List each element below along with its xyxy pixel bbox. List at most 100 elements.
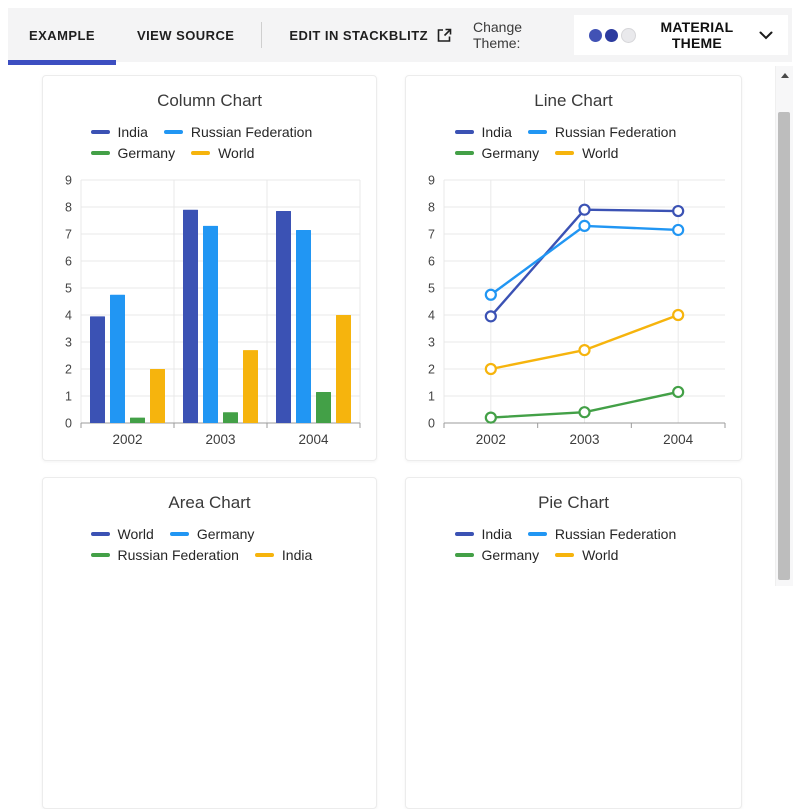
svg-text:7: 7 [65, 228, 72, 242]
svg-text:2002: 2002 [476, 432, 506, 447]
svg-text:7: 7 [428, 228, 435, 242]
legend-item-world[interactable]: World [555, 547, 618, 563]
tab-example[interactable]: EXAMPLE [8, 8, 116, 65]
svg-text:4: 4 [65, 309, 72, 323]
svg-text:3: 3 [65, 336, 72, 350]
legend-item-germany[interactable]: Germany [454, 145, 540, 161]
svg-text:8: 8 [428, 201, 435, 215]
demo-header: EXAMPLE VIEW SOURCE EDIT IN STACKBLITZ C… [8, 8, 792, 65]
legend-item-world[interactable]: World [191, 145, 254, 161]
legend-marker-icon [454, 532, 474, 536]
legend-marker-icon [527, 130, 547, 134]
change-theme-label: Change Theme: [472, 19, 523, 51]
legend-marker-icon [555, 151, 575, 155]
chart-title: Area Chart [168, 493, 251, 512]
tab-stackblitz-label: EDIT IN STACKBLITZ [289, 27, 428, 43]
svg-text:5: 5 [428, 282, 435, 296]
legend-label: World [117, 526, 154, 542]
legend-marker-icon [555, 553, 575, 557]
svg-text:9: 9 [428, 174, 435, 188]
chart-card-area-chart: Area Chart World Germany Russian Federation… [42, 477, 377, 809]
svg-text:5: 5 [65, 282, 72, 296]
svg-text:2: 2 [65, 363, 72, 377]
legend-marker-icon [90, 151, 110, 155]
triangle-up-icon [780, 72, 789, 78]
legend-item-russian-federation[interactable]: Russian Federation [163, 124, 312, 140]
legend-marker-icon [527, 532, 547, 536]
tab-view-source[interactable]: VIEW SOURCE [116, 8, 255, 62]
legend-label: India [117, 124, 148, 140]
tab-bar: EXAMPLE VIEW SOURCE EDIT IN STACKBLITZ [8, 8, 473, 65]
legend-label: Russian Federation [554, 526, 677, 542]
legend-item-russian-federation[interactable]: Russian Federation [90, 547, 239, 563]
chart-legend: India Russian Federation Germany World [454, 526, 693, 563]
theme-dropdown[interactable]: MATERIAL THEME [573, 15, 788, 55]
scroll-up-button[interactable] [776, 66, 793, 84]
svg-text:6: 6 [428, 255, 435, 269]
legend-label: India [481, 124, 512, 140]
bar-plot-area[interactable]: 0 1 2 3 4 5 6 7 8 9 2002 2003 2004 [51, 165, 368, 457]
legend-item-india[interactable]: India [90, 124, 148, 140]
legend-label: World [582, 547, 619, 563]
legend-label: India [281, 547, 313, 563]
chart-legend: India Russian Federation Germany World [90, 124, 329, 161]
external-link-icon [437, 28, 452, 43]
legend-marker-icon [191, 151, 211, 155]
tab-edit-in-stackblitz[interactable]: EDIT IN STACKBLITZ [268, 8, 473, 62]
legend-item-russian-federation[interactable]: Russian Federation [527, 124, 677, 140]
legend-marker-icon [454, 553, 474, 557]
legend-item-germany[interactable]: Germany [169, 526, 255, 542]
chart-card-line-chart: Line Chart India Russian Federation Germany… [405, 75, 742, 461]
chart-title: Pie Chart [538, 493, 609, 512]
svg-text:6: 6 [65, 255, 72, 269]
chart-title: Column Chart [157, 91, 262, 110]
svg-text:0: 0 [428, 417, 435, 431]
chart-legend: India Russian Federation Germany World [454, 124, 693, 161]
scrollbar-thumb[interactable] [778, 112, 790, 580]
legend-label: World [582, 145, 619, 161]
svg-text:2004: 2004 [298, 432, 329, 447]
theme-dots-icon [588, 27, 639, 43]
theme-name: MATERIAL THEME [660, 19, 734, 51]
legend-item-india[interactable]: India [254, 547, 313, 563]
svg-text:1: 1 [65, 390, 72, 404]
theme-area: Change Theme: MATERIAL THEME [473, 15, 792, 55]
legend-marker-icon [163, 130, 183, 134]
legend-label: Germany [117, 145, 176, 161]
legend-item-germany[interactable]: Germany [90, 145, 176, 161]
legend-label: World [218, 145, 255, 161]
chevron-down-icon [759, 31, 773, 40]
legend-label: Russian Federation [117, 547, 239, 563]
svg-text:4: 4 [428, 309, 435, 323]
legend-label: Russian Federation [554, 124, 677, 140]
chart-card-pie-chart: Pie Chart India Russian Federation Germany W… [405, 477, 742, 809]
legend-marker-icon [90, 532, 110, 536]
legend-marker-icon [254, 553, 274, 557]
legend-item-germany[interactable]: Germany [454, 547, 540, 563]
svg-text:3: 3 [428, 336, 435, 350]
legend-marker-icon [169, 532, 189, 536]
legend-marker-icon [454, 151, 474, 155]
svg-text:1: 1 [428, 390, 435, 404]
chart-title: Line Chart [534, 91, 613, 110]
legend-marker-icon [454, 130, 474, 134]
svg-text:2: 2 [428, 363, 435, 377]
legend-label: Germany [481, 547, 540, 563]
chart-legend: World Germany Russian Federation India [90, 526, 329, 563]
legend-label: India [481, 526, 512, 542]
legend-label: Germany [481, 145, 540, 161]
svg-text:2003: 2003 [569, 432, 599, 447]
legend-item-world[interactable]: World [555, 145, 618, 161]
svg-text:8: 8 [65, 201, 72, 215]
scrollbar[interactable] [775, 66, 793, 586]
tab-divider [261, 22, 263, 48]
legend-item-india[interactable]: India [454, 526, 512, 542]
tab-example-label: EXAMPLE [29, 27, 95, 43]
legend-item-world[interactable]: World [90, 526, 154, 542]
legend-item-russian-federation[interactable]: Russian Federation [527, 526, 677, 542]
legend-label: Germany [196, 526, 255, 542]
line-plot-area[interactable]: 0 1 2 3 4 5 6 7 8 9 2002 2003 2004 [414, 165, 733, 457]
legend-marker-icon [90, 553, 110, 557]
legend-item-india[interactable]: India [454, 124, 512, 140]
svg-text:2003: 2003 [205, 432, 235, 447]
